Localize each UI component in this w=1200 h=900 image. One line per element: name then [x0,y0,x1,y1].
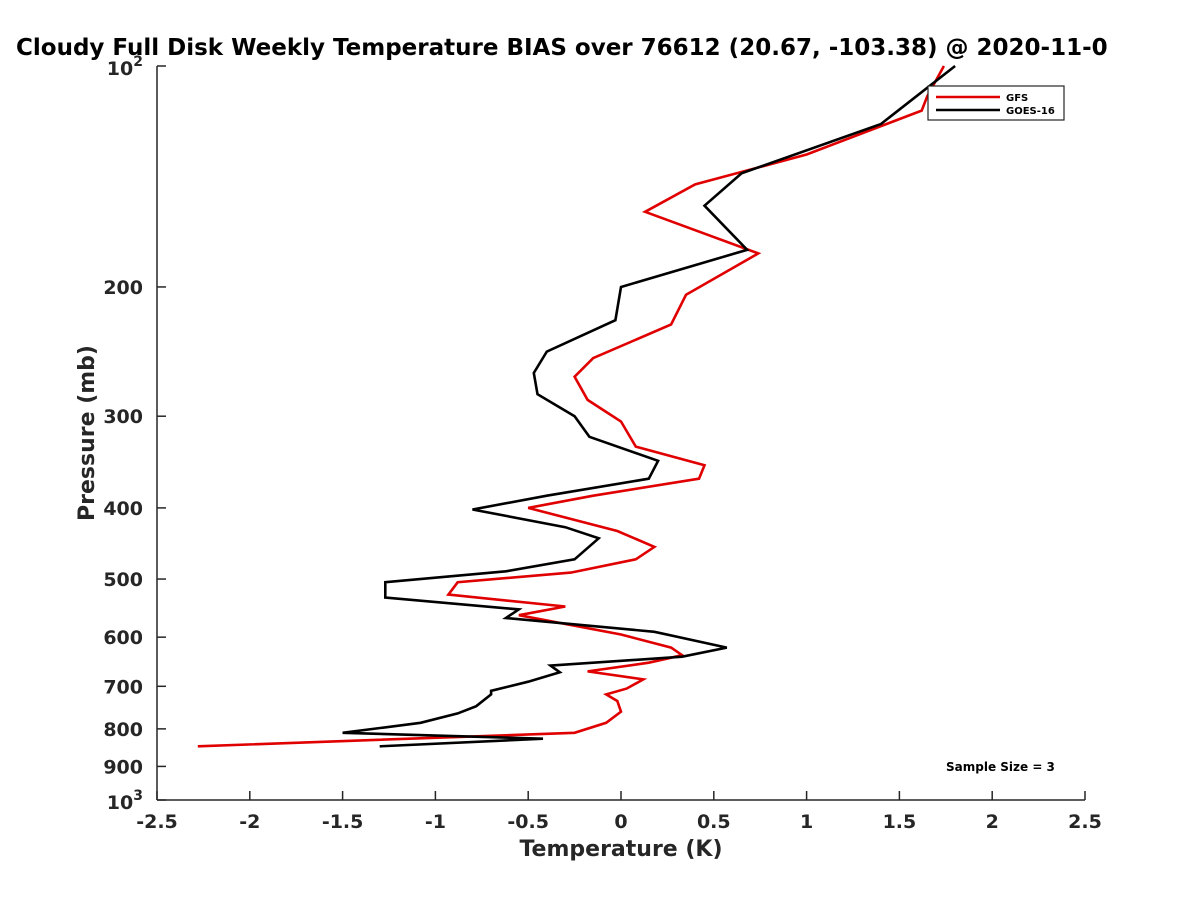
y-tick-label: 300 [103,406,143,428]
x-tick-label: -0.5 [507,811,549,833]
y-tick-label: 200 [103,277,143,299]
x-tick-label: 2.5 [1068,811,1102,833]
x-tick-label: -2 [239,811,260,833]
y-tick-label: 900 [103,756,143,778]
x-axis: -2.5 -2 -1.5 -1 -0.5 0 0.5 1 1.5 2 2.5 [136,791,1102,833]
x-tick-label: -2.5 [136,811,178,833]
series-line-gfs [197,65,946,748]
x-tick-label: 2 [986,811,999,833]
x-tick-label: 0.5 [697,811,731,833]
x-axis-label: Temperature (K) [519,837,722,862]
x-tick-label: 1 [800,811,813,833]
x-tick-label: -1.5 [322,811,364,833]
x-tick-label: 0 [614,811,627,833]
chart-title: Cloudy Full Disk Weekly Temperature BIAS… [16,35,1108,61]
series-line-goes-16 [342,64,956,748]
y-tick-label: 600 [103,627,143,649]
legend-label: GOES-16 [1006,106,1055,117]
x-tick-label: -1 [425,811,446,833]
y-tick-label: 500 [103,569,143,591]
y-axis-label: Pressure (mb) [75,345,100,521]
x-tick-label: 1.5 [883,811,917,833]
y-tick-label: 800 [103,719,143,741]
legend-box [927,85,1065,121]
sample-size-annotation: Sample Size = 3 [946,760,1055,774]
legend: GFS GOES-16 [927,85,1065,121]
legend-label: GFS [1006,93,1028,104]
y-decade-tick-label: 102 [107,54,143,80]
series-layer [197,64,956,748]
y-tick-label: 700 [103,676,143,698]
y-tick-label: 400 [103,498,143,520]
